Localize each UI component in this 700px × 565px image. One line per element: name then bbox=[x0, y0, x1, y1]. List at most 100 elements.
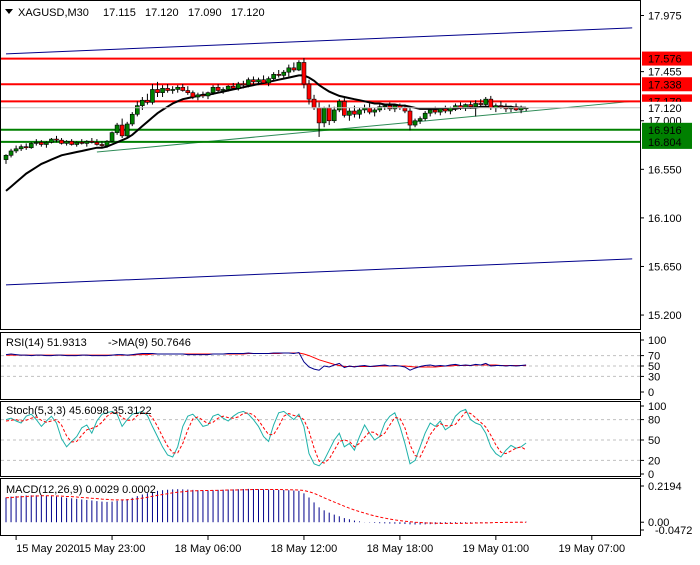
candle-body bbox=[357, 109, 362, 115]
axis-tick-label: 100 bbox=[648, 401, 666, 413]
candle bbox=[483, 96, 489, 107]
time-tick-label: 18 May 12:00 bbox=[271, 543, 338, 555]
candle-body bbox=[321, 107, 327, 124]
candle-body bbox=[150, 89, 155, 103]
candle bbox=[39, 140, 44, 147]
candle bbox=[357, 107, 362, 119]
candle-body bbox=[195, 94, 201, 98]
candle bbox=[205, 91, 211, 100]
candle bbox=[69, 139, 74, 146]
macd-histogram bbox=[5, 488, 527, 525]
ohlc-low: 17.090 bbox=[188, 7, 222, 19]
candle-body bbox=[241, 83, 246, 86]
current-price: 17.120 bbox=[1, 101, 692, 115]
candle bbox=[124, 121, 130, 139]
stoch-axis: 100 80 50 20 0 bbox=[640, 401, 666, 481]
macd-signal-polyline bbox=[5, 489, 527, 524]
candle-body bbox=[473, 103, 478, 108]
candle-body bbox=[165, 88, 170, 91]
candle bbox=[215, 84, 221, 93]
support-trend-line bbox=[96, 100, 633, 153]
candle-body bbox=[210, 86, 216, 93]
candle bbox=[44, 141, 49, 148]
price-level-tag bbox=[642, 134, 692, 149]
candle bbox=[407, 107, 413, 131]
trend-line bbox=[96, 100, 633, 153]
price-level-label: 17.338 bbox=[648, 79, 682, 91]
candle-body bbox=[316, 107, 322, 124]
macd-axis: 0.2194 0.00-0.0472 bbox=[640, 481, 692, 537]
candle-body bbox=[271, 74, 276, 79]
candle bbox=[296, 60, 302, 72]
candle-body bbox=[200, 94, 206, 97]
price-level-label: 16.804 bbox=[648, 137, 682, 149]
candle bbox=[331, 106, 337, 123]
candle-body bbox=[367, 107, 372, 113]
price-tick-label: 15.200 bbox=[648, 310, 682, 322]
candle bbox=[321, 106, 327, 128]
candle-body bbox=[352, 110, 357, 115]
candle-body bbox=[266, 78, 271, 84]
candle-body bbox=[89, 140, 95, 143]
candle-body bbox=[256, 79, 261, 83]
candle-body bbox=[301, 62, 307, 85]
candle-body bbox=[220, 89, 226, 91]
candle bbox=[513, 103, 519, 112]
candle bbox=[64, 140, 69, 146]
ohlc-open: 17.115 bbox=[103, 7, 136, 19]
rsi-grid bbox=[1, 355, 640, 377]
triangle-down-icon[interactable] bbox=[5, 9, 13, 14]
candle-body bbox=[84, 140, 90, 144]
stoch-panel-frame bbox=[0, 401, 641, 477]
candle-body bbox=[119, 124, 125, 137]
candle-body bbox=[185, 90, 191, 93]
candle bbox=[145, 93, 150, 105]
candle-body bbox=[49, 138, 54, 143]
price-tick-label: 17.455 bbox=[648, 67, 682, 79]
candle-body bbox=[407, 110, 413, 126]
rsi-ma-label: ->MA(9) 50.7646 bbox=[108, 337, 191, 349]
time-tick-label: 19 May 01:00 bbox=[463, 543, 530, 555]
candle-body bbox=[347, 110, 352, 116]
candle bbox=[291, 62, 297, 73]
axis-tick-label: 0.2194 bbox=[648, 481, 682, 493]
candle-body bbox=[488, 98, 494, 109]
candle-body bbox=[468, 104, 473, 108]
axis-tick-label: 30 bbox=[648, 371, 660, 383]
candle bbox=[180, 84, 186, 92]
candle-body bbox=[483, 98, 489, 105]
channel-lines bbox=[5, 27, 633, 286]
stoch-d-line bbox=[5, 411, 527, 464]
axis-tick-label: 0 bbox=[648, 469, 654, 481]
candle-body bbox=[306, 83, 312, 100]
candle bbox=[23, 143, 29, 150]
time-tick-label: 19 May 07:00 bbox=[558, 543, 625, 555]
candle bbox=[276, 70, 282, 78]
candle bbox=[306, 79, 312, 105]
price-level-tag bbox=[642, 51, 692, 66]
symbol-label: XAGUSD,M30 bbox=[18, 7, 89, 19]
candle bbox=[387, 102, 393, 112]
candle-body bbox=[296, 62, 302, 71]
candle bbox=[478, 99, 484, 107]
candle bbox=[271, 72, 276, 81]
current-price-tag bbox=[642, 101, 692, 114]
panel-frames bbox=[0, 0, 641, 536]
candle-body bbox=[412, 120, 418, 126]
rsi-line bbox=[5, 351, 527, 371]
candle-body bbox=[13, 148, 19, 152]
candle-body bbox=[326, 107, 332, 122]
price-level-tag bbox=[642, 122, 692, 137]
candle-body bbox=[336, 101, 342, 111]
candle bbox=[54, 135, 59, 143]
macd-signal-line bbox=[5, 489, 527, 524]
time-axis: 15 May 2020 15 May 23:00 18 May 06:00 18 Ma… bbox=[15, 536, 625, 555]
stoch-k-line bbox=[5, 408, 527, 467]
candle bbox=[473, 100, 478, 117]
candle bbox=[3, 154, 9, 164]
axis-tick-label: 50 bbox=[648, 361, 660, 373]
